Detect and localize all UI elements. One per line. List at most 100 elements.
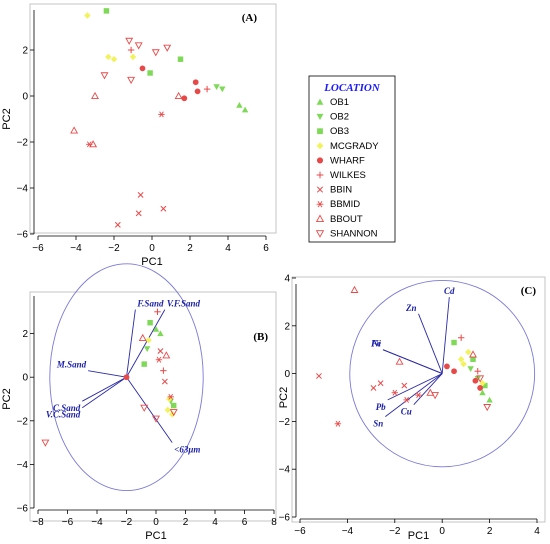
data-point-bbmid bbox=[167, 393, 174, 400]
loading-vector-label: Ni bbox=[371, 339, 381, 349]
loading-vector bbox=[382, 349, 443, 375]
x-axis-title: PC1 bbox=[145, 530, 166, 542]
legend-item: SHANNON bbox=[315, 228, 378, 239]
y-tick-label: −4 bbox=[17, 184, 29, 195]
data-point-mcgrady bbox=[460, 360, 467, 368]
data-point-mcgrady bbox=[84, 12, 91, 19]
data-point-bbout bbox=[174, 91, 183, 100]
y-tick-label: 2 bbox=[22, 329, 28, 340]
data-point-bbmid bbox=[391, 389, 398, 396]
data-point-bbin bbox=[114, 221, 121, 228]
y-tick-label: −6 bbox=[17, 504, 29, 515]
data-point-ob3 bbox=[170, 402, 177, 409]
data-point-shannon bbox=[140, 404, 149, 412]
data-point-bbout bbox=[91, 91, 99, 100]
panel-a-frame bbox=[29, 3, 277, 234]
data-point-shannon bbox=[169, 409, 178, 417]
legend-marker bbox=[316, 186, 324, 193]
loading-vector-label: <63μm bbox=[174, 445, 200, 455]
data-point-mcgrady bbox=[457, 356, 465, 363]
loading-vector-label: Zn bbox=[405, 303, 417, 313]
data-point-ob3 bbox=[482, 382, 488, 389]
data-point-mcgrady bbox=[105, 53, 112, 61]
data-point-bbout bbox=[350, 285, 359, 293]
data-point-shannon bbox=[125, 37, 134, 45]
loading-vector bbox=[441, 297, 450, 374]
loading-vector-label: C.Sand bbox=[53, 403, 81, 413]
x-tick-label: 6 bbox=[242, 517, 248, 528]
data-point-bbout bbox=[395, 357, 404, 365]
data-point-wharf bbox=[194, 88, 201, 95]
data-point-wharf bbox=[472, 377, 479, 384]
y-tick-label: −2 bbox=[17, 416, 29, 427]
x-tick-label: −6 bbox=[62, 517, 74, 528]
data-point-ob2 bbox=[474, 375, 481, 382]
loading-vector bbox=[126, 309, 166, 378]
legend-item-label: BBIN bbox=[330, 185, 352, 196]
x-tick-label: 4 bbox=[534, 526, 540, 537]
legend-item-label: SHANNON bbox=[330, 228, 378, 239]
legend-item-label: WHARF bbox=[330, 155, 365, 166]
loading-vector bbox=[126, 309, 136, 378]
x-axis-title: PC1 bbox=[141, 256, 162, 268]
legend-item-label: WILKES bbox=[330, 170, 366, 181]
legend-box bbox=[308, 75, 396, 243]
data-point-bbout bbox=[162, 351, 171, 359]
y-tick-label: 2 bbox=[22, 46, 28, 57]
correlation-circle bbox=[49, 263, 204, 492]
y-tick-label: −6 bbox=[17, 230, 29, 241]
legend-marker bbox=[316, 171, 324, 179]
y-axis-title: PC2 bbox=[1, 108, 13, 129]
data-point-mcgrady bbox=[145, 336, 152, 344]
legend-item-label: BBOUT bbox=[330, 214, 363, 225]
data-point-ob2 bbox=[143, 346, 151, 353]
data-point-ob3 bbox=[141, 361, 147, 367]
data-point-wharf bbox=[477, 385, 483, 391]
data-point-ob2 bbox=[467, 366, 474, 373]
loading-vector bbox=[82, 376, 127, 402]
data-point-bbmid bbox=[158, 111, 165, 118]
data-point-bbin bbox=[135, 210, 142, 217]
data-point-wilkes bbox=[127, 46, 135, 54]
panel-label: (C) bbox=[521, 285, 537, 297]
panel-c-frame bbox=[291, 276, 546, 523]
x-tick-label: 2 bbox=[487, 526, 493, 537]
y-axis-title: PC2 bbox=[1, 388, 13, 409]
data-point-wharf bbox=[451, 368, 457, 375]
loading-vector-label: Fe bbox=[370, 339, 381, 349]
data-point-ob3 bbox=[147, 319, 153, 326]
panel-label: (A) bbox=[242, 12, 258, 24]
legend-item-label: BBMID bbox=[330, 199, 360, 210]
legend-marker bbox=[317, 128, 323, 135]
data-point-shannon bbox=[127, 76, 136, 85]
legend-item: WILKES bbox=[316, 170, 366, 181]
data-point-bbmid bbox=[403, 396, 410, 403]
x-tick-label: 8 bbox=[271, 517, 277, 528]
panel-a: −6 −4 −2 0 2 4 6 −6 −4 −2 0 2 PC1 PC2 (A) bbox=[1, 3, 277, 268]
data-point-ob3 bbox=[147, 70, 153, 76]
data-point-ob1 bbox=[486, 396, 493, 403]
loading-vector bbox=[385, 373, 443, 417]
y-axis-title: PC2 bbox=[278, 387, 290, 408]
legend-marker bbox=[316, 113, 324, 120]
x-axis-title: PC1 bbox=[408, 530, 429, 542]
data-point-shannon bbox=[134, 42, 143, 50]
x-tick-label: −8 bbox=[32, 517, 44, 528]
loading-vector bbox=[413, 373, 443, 405]
legend-item-label: OB3 bbox=[330, 126, 349, 137]
legend-item: BBIN bbox=[316, 185, 352, 196]
data-point-bbin bbox=[370, 385, 377, 391]
panel-b-frame bbox=[29, 291, 277, 522]
legend-item: BBMID bbox=[316, 199, 360, 210]
x-tick-label: 0 bbox=[439, 526, 445, 537]
legend-item-label: OB1 bbox=[330, 97, 349, 108]
data-point-bbout bbox=[469, 350, 477, 358]
data-point-bbin bbox=[401, 382, 408, 389]
y-tick-label: −4 bbox=[17, 460, 29, 471]
panel-label: (B) bbox=[253, 331, 268, 343]
x-tick-label: 0 bbox=[153, 517, 159, 528]
data-point-ob3 bbox=[103, 8, 110, 14]
x-tick-label: 4 bbox=[212, 517, 218, 528]
x-tick-label: −2 bbox=[121, 517, 133, 528]
data-point-wilkes bbox=[203, 85, 211, 93]
